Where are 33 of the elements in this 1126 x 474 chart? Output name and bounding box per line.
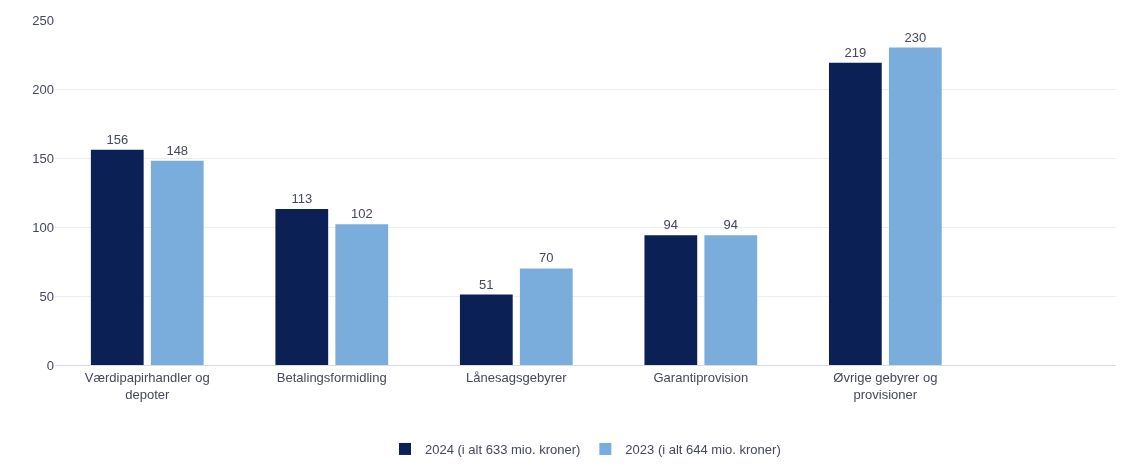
bar: [519, 268, 573, 365]
data-label: 148: [166, 142, 189, 158]
bar: [275, 209, 329, 365]
y-tick-label: 250: [32, 12, 54, 28]
bar: [828, 62, 882, 365]
x-tick-label: Betalingsformidling: [276, 369, 387, 385]
legend-label: 2023 (i alt 644 mio. kroner): [625, 442, 781, 458]
bar: [888, 47, 942, 365]
bar: [150, 160, 204, 365]
bar: [644, 235, 698, 365]
data-label: 156: [106, 131, 129, 147]
data-label: 230: [904, 29, 927, 45]
legend-label: 2024 (i alt 633 mio. kroner): [425, 442, 581, 458]
x-tick-label: Lånesagsgebyrer: [466, 369, 568, 385]
x-tick-label: Værdipapirhandler og depoter: [84, 369, 210, 402]
x-tick-label: Øvrige gebyrer og provisioner: [833, 369, 938, 402]
data-label: 51: [479, 276, 494, 292]
y-tick-label: 0: [46, 357, 54, 373]
data-label: 102: [350, 206, 373, 222]
bar: [459, 294, 513, 365]
bar: [335, 224, 389, 365]
data-label: 113: [291, 191, 313, 207]
data-label: 219: [844, 44, 867, 60]
x-tick-label: Garantiprovision: [653, 369, 749, 385]
y-tick-label: 200: [32, 81, 54, 97]
y-tick-label: 50: [39, 288, 54, 304]
y-tick-label: 100: [32, 219, 54, 235]
bar: [704, 235, 758, 365]
bar: [90, 149, 144, 365]
data-label: 94: [663, 217, 679, 233]
data-label: 70: [539, 250, 554, 266]
data-label: 94: [723, 217, 739, 233]
y-tick-label: 150: [32, 150, 54, 166]
